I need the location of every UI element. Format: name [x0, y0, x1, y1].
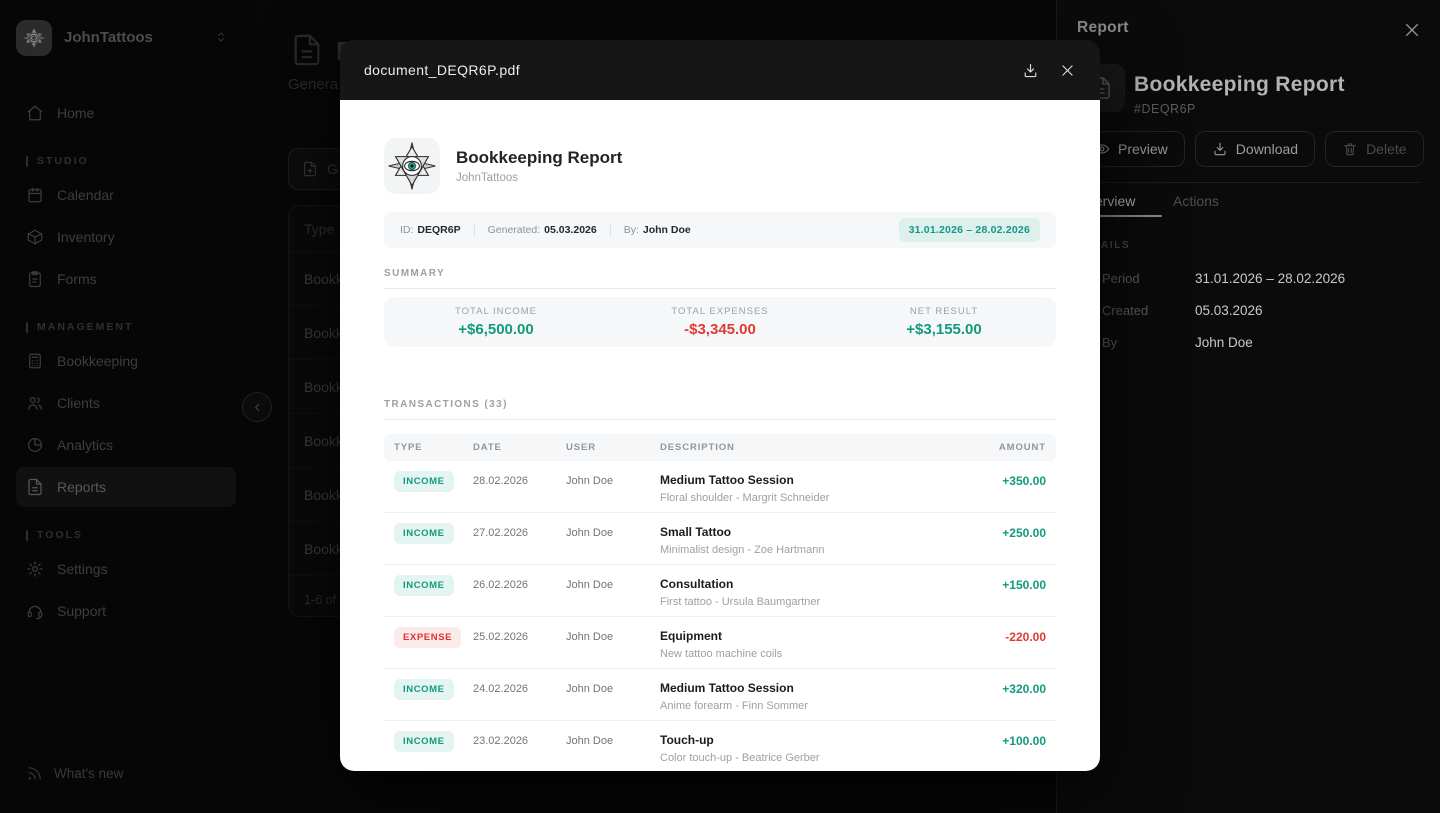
gear-icon — [27, 561, 43, 577]
home-icon — [27, 105, 43, 121]
calendar-icon — [28, 187, 42, 203]
page-subtitle: Genera — [288, 76, 339, 93]
file-text-icon — [28, 478, 42, 496]
headset-icon — [27, 605, 43, 620]
total-expenses-label: TOTAL EXPENSES — [671, 306, 769, 317]
file-plus-icon — [304, 161, 316, 177]
type-badge: INCOME — [394, 679, 454, 700]
transaction-row: INCOME 23.02.2026 John Doe Touch-up Color… — [384, 721, 1056, 771]
summary-card: TOTAL INCOME +$6,500.00 TOTAL EXPENSES -… — [384, 297, 1056, 347]
panel-title: Report — [1077, 19, 1129, 36]
panel-divider — [1077, 182, 1421, 183]
transaction-row: INCOME 24.02.2026 John Doe Medium Tattoo… — [384, 669, 1056, 721]
summary-heading: SUMMARY — [384, 268, 1056, 289]
sidebar-section-studio: STUDIO — [26, 154, 89, 168]
total-income-value: +$6,500.00 — [458, 321, 534, 338]
download-icon[interactable] — [1022, 62, 1039, 79]
workspace-logo[interactable] — [16, 20, 52, 56]
modal-header: document_DEQR6P.pdf — [340, 40, 1100, 100]
download-button[interactable]: Download — [1194, 131, 1316, 167]
report-id: #DEQR6P — [1134, 102, 1196, 116]
transaction-row: INCOME 27.02.2026 John Doe Small Tattoo M… — [384, 513, 1056, 565]
sidebar-item-clients[interactable]: Clients — [26, 391, 100, 415]
download-icon — [1214, 142, 1226, 156]
sidebar-collapse-button[interactable] — [242, 392, 272, 422]
report-title: Bookkeeping Report — [1134, 73, 1345, 96]
transaction-row: EXPENSE 25.02.2026 John Doe Equipment New… — [384, 617, 1056, 669]
details-heading: DETAILS — [1077, 240, 1131, 251]
type-badge: INCOME — [394, 575, 454, 596]
sidebar-item-settings[interactable]: Settings — [26, 557, 108, 581]
meta-id-label: ID: — [400, 224, 414, 236]
trash-icon — [1344, 143, 1356, 156]
pdf-doc-header: Bookkeeping Report JohnTattoos — [384, 138, 1056, 194]
sidebar-item-reports-active-bg: Reports — [16, 467, 236, 507]
sidebar-section-management: MANAGEMENT — [26, 320, 133, 334]
period-badge: 31.01.2026 – 28.02.2026 — [898, 218, 1040, 242]
meta-by: John Doe — [642, 224, 691, 236]
page-title-icon — [290, 33, 324, 67]
total-income-label: TOTAL INCOME — [454, 306, 538, 317]
pdf-page: Bookkeeping Report JohnTattoos ID: DEQR6P… — [340, 100, 1100, 771]
sidebar: JohnTattoos Home STUDIO Calendar Invento… — [0, 0, 257, 813]
workspace-switcher-chevron-icon[interactable] — [214, 29, 228, 45]
net-result-label: NET RESULT — [909, 306, 979, 317]
close-icon — [1405, 23, 1419, 37]
sidebar-section-tools: TOOLS — [26, 528, 83, 542]
calculator-icon — [29, 353, 41, 369]
type-badge: EXPENSE — [394, 627, 462, 648]
delete-button[interactable]: Delete — [1325, 131, 1424, 167]
sidebar-item-reports[interactable]: Reports — [26, 475, 106, 499]
clipboard-icon — [29, 271, 41, 288]
cube-icon — [27, 229, 43, 245]
total-expenses-value: -$3,345.00 — [684, 321, 756, 338]
pagination-label: 1-6 of — [304, 592, 336, 607]
transactions-heading: TRANSACTIONS (33) — [384, 399, 1056, 420]
pdf-studio-name: JohnTattoos — [456, 172, 519, 184]
chevron-left-icon — [254, 403, 259, 411]
pdf-report-title: Bookkeeping Report — [456, 148, 623, 167]
transactions-table-header: TYPE DATE USER DESCRIPTION AMOUNT — [384, 434, 1056, 461]
workspace-name[interactable]: JohnTattoos — [64, 29, 153, 46]
transaction-row: INCOME 28.02.2026 John Doe Medium Tattoo… — [384, 461, 1056, 513]
sidebar-item-calendar[interactable]: Calendar — [26, 183, 114, 207]
sidebar-item-analytics[interactable]: Analytics — [26, 433, 113, 457]
sidebar-item-inventory[interactable]: Inventory — [26, 225, 115, 249]
sidebar-item-forms[interactable]: Forms — [26, 267, 97, 291]
close-icon[interactable] — [1059, 62, 1076, 79]
detail-row-by: By John Doe — [1102, 335, 1253, 350]
meta-generated: 05.03.2026 — [544, 224, 597, 236]
pie-chart-icon — [28, 438, 42, 452]
sidebar-item-support[interactable]: Support — [26, 599, 106, 623]
panel-close-button[interactable] — [1402, 20, 1422, 40]
users-icon — [28, 397, 42, 410]
tab-actions[interactable]: Actions — [1173, 193, 1219, 209]
report-side-panel: Report Bookkeeping Report #DEQR6P Previe… — [1056, 0, 1440, 813]
active-tab-underline — [1077, 215, 1162, 217]
detail-row-created: Created 05.03.2026 — [1102, 303, 1263, 318]
type-badge: INCOME — [394, 731, 454, 752]
whats-new-link[interactable]: What's new — [26, 761, 123, 785]
meta-generated-label: Generated: — [487, 224, 541, 236]
meta-id: DEQR6P — [417, 224, 461, 236]
net-result-value: +$3,155.00 — [906, 321, 982, 338]
meta-by-label: By: — [623, 224, 639, 236]
sidebar-item-bookkeeping[interactable]: Bookkeeping — [26, 349, 138, 373]
modal-filename: document_DEQR6P.pdf — [364, 62, 520, 78]
star-eye-logo-icon — [21, 25, 47, 51]
detail-row-period: Period 31.01.2026 – 28.02.2026 — [1102, 271, 1346, 286]
type-badge: INCOME — [394, 471, 454, 492]
type-badge: INCOME — [394, 523, 454, 544]
pdf-meta-bar: ID: DEQR6P Generated: 05.03.2026 By: John D… — [384, 212, 1056, 248]
rss-icon — [28, 766, 41, 780]
star-eye-logo-icon — [388, 142, 436, 190]
sidebar-item-home[interactable]: Home — [26, 101, 94, 125]
pdf-preview-modal: document_DEQR6P.pdf — [340, 40, 1100, 771]
transaction-row: INCOME 26.02.2026 John Doe Consultation F… — [384, 565, 1056, 617]
studio-logo — [384, 138, 440, 194]
